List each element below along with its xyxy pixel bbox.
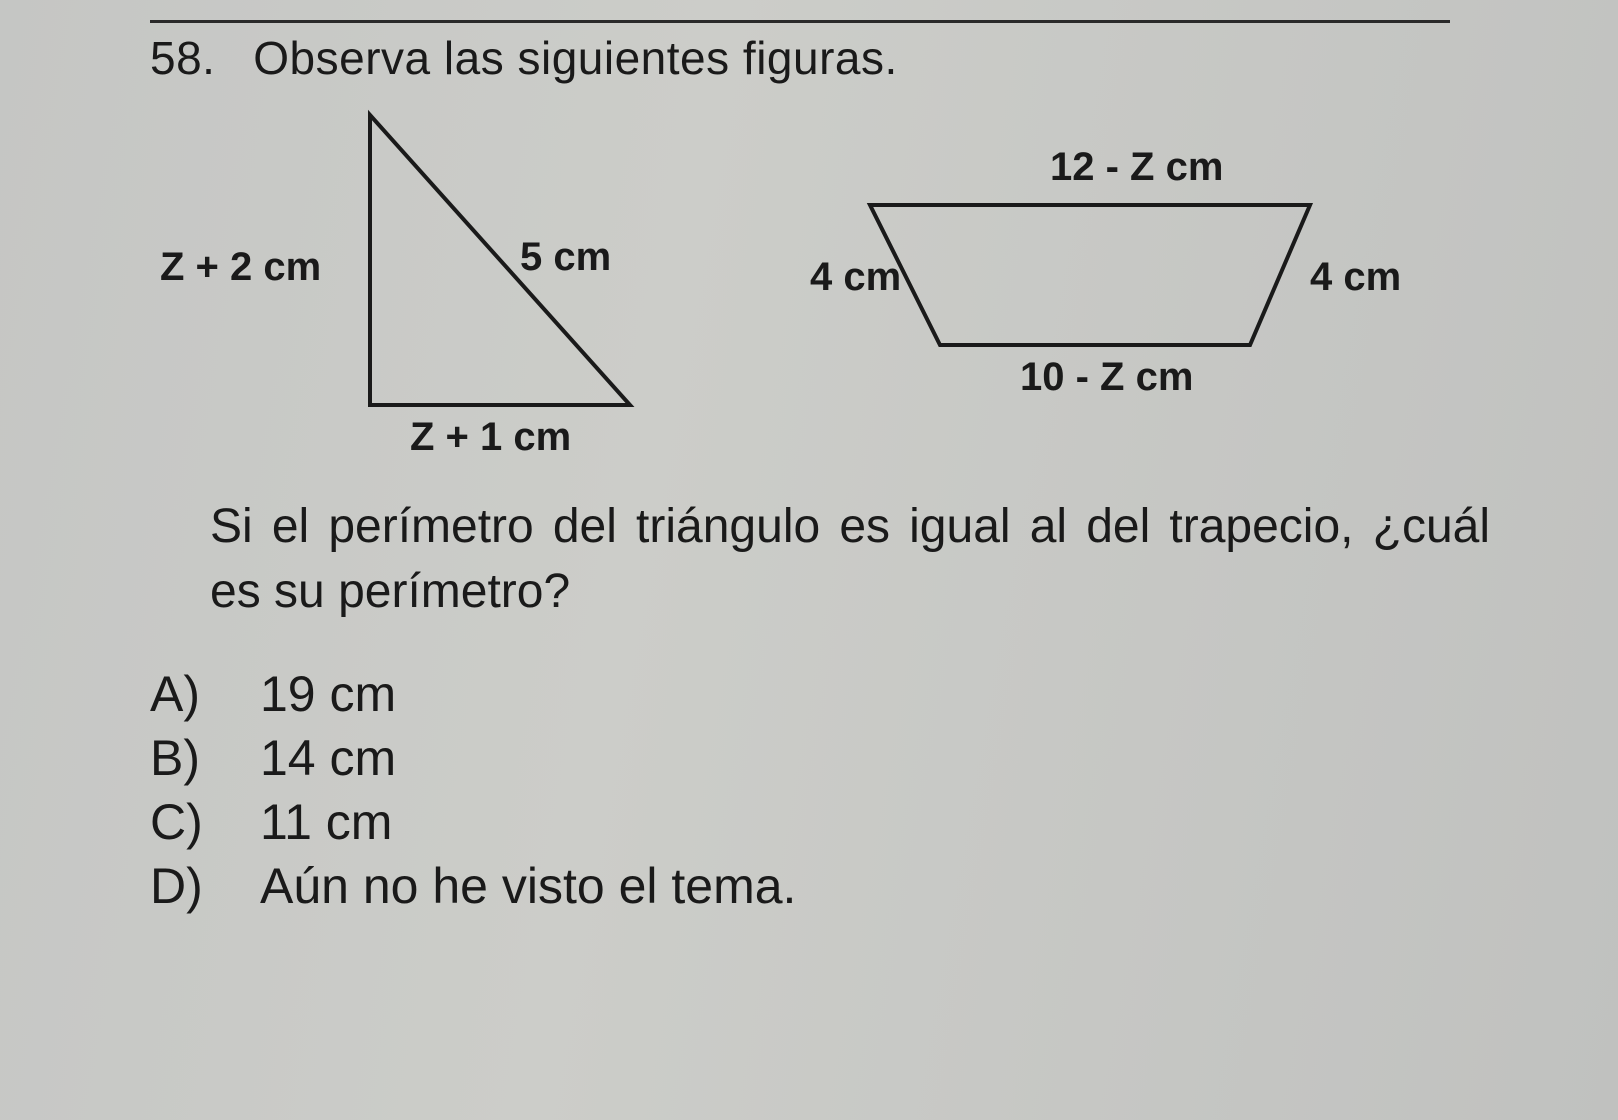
trap-left-label: 4 cm bbox=[810, 255, 901, 300]
option-b-letter: B) bbox=[150, 729, 260, 787]
trap-bottom-label: 10 - Z cm bbox=[1020, 355, 1193, 400]
triangle-hyp-label: 5 cm bbox=[520, 235, 611, 280]
top-rule bbox=[150, 20, 1450, 23]
option-c: C) 11 cm bbox=[150, 793, 1558, 851]
option-a-text: 19 cm bbox=[260, 665, 396, 723]
option-b: B) 14 cm bbox=[150, 729, 1558, 787]
question-header: 58. Observa las siguientes figuras. bbox=[150, 31, 1558, 85]
page: 58. Observa las siguientes figuras. Z + … bbox=[0, 0, 1618, 1120]
triangle-base-label: Z + 1 cm bbox=[410, 415, 571, 460]
question-prompt: Observa las siguientes figuras. bbox=[253, 32, 897, 84]
option-d-text: Aún no he visto el tema. bbox=[260, 857, 796, 915]
question-number: 58. bbox=[150, 31, 240, 85]
option-c-text: 11 cm bbox=[260, 793, 392, 851]
trapezoid-figure: 12 - Z cm 4 cm 4 cm 10 - Z cm bbox=[790, 145, 1410, 445]
options-list: A) 19 cm B) 14 cm C) 11 cm D) Aún no he … bbox=[150, 665, 1558, 915]
triangle-figure: Z + 2 cm 5 cm Z + 1 cm bbox=[210, 105, 670, 465]
trapezoid-shape bbox=[870, 205, 1310, 345]
question-body: Si el perímetro del triángulo es igual a… bbox=[210, 495, 1490, 625]
figures-row: Z + 2 cm 5 cm Z + 1 cm 12 - Z cm 4 cm 4 … bbox=[210, 105, 1558, 465]
option-b-text: 14 cm bbox=[260, 729, 396, 787]
option-c-letter: C) bbox=[150, 793, 260, 851]
option-a-letter: A) bbox=[150, 665, 260, 723]
triangle-left-label: Z + 2 cm bbox=[160, 245, 321, 290]
trap-right-label: 4 cm bbox=[1310, 255, 1401, 300]
option-d: D) Aún no he visto el tema. bbox=[150, 857, 1558, 915]
option-d-letter: D) bbox=[150, 857, 260, 915]
trap-top-label: 12 - Z cm bbox=[1050, 145, 1223, 190]
option-a: A) 19 cm bbox=[150, 665, 1558, 723]
